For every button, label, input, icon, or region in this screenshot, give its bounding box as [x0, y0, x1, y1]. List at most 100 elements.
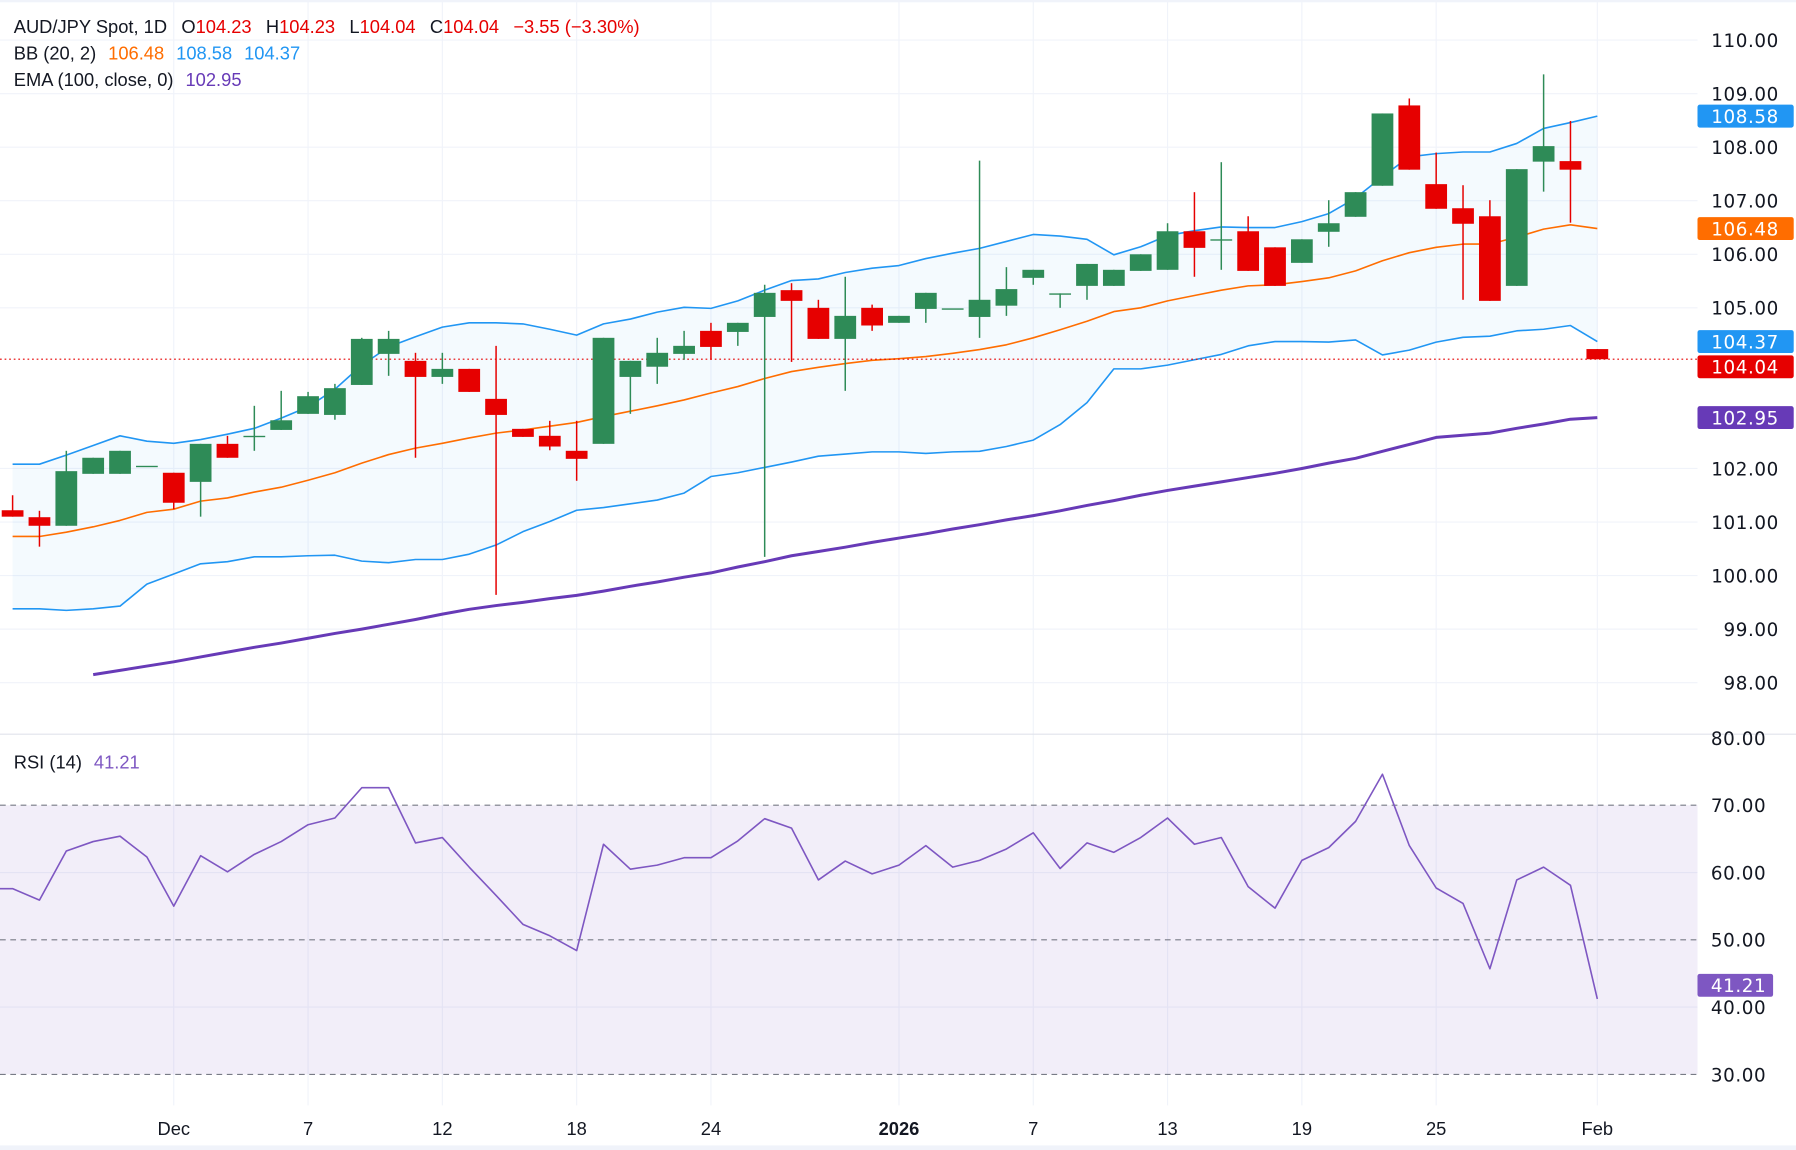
candle[interactable] [834, 276, 857, 391]
candle-body [968, 299, 991, 317]
candle[interactable] [995, 267, 1018, 316]
candle[interactable] [350, 337, 373, 385]
candle[interactable] [968, 160, 991, 338]
candle[interactable] [807, 299, 830, 339]
candle[interactable] [216, 435, 239, 458]
candle-body [861, 307, 883, 326]
candle[interactable] [1371, 113, 1394, 186]
rsi-pane[interactable] [0, 773, 1698, 1075]
bb-middle-value: 106.48 [108, 43, 164, 64]
rsi-axis[interactable]: 80.00 70.00 60.00 50.00 40.00 30.00 41.21 [1697, 729, 1774, 1086]
candle[interactable] [1183, 192, 1206, 277]
candle[interactable] [458, 368, 481, 392]
candle[interactable] [726, 322, 749, 346]
candle[interactable] [861, 304, 883, 331]
legend-ema[interactable]: EMA (100, close, 0) 102.95 [14, 69, 242, 90]
candle[interactable] [270, 390, 293, 430]
candle-body [1559, 161, 1582, 170]
candle[interactable] [1237, 216, 1260, 271]
candle[interactable] [941, 308, 964, 310]
candle[interactable] [162, 472, 185, 510]
candle[interactable] [512, 428, 534, 437]
time-tick-label: 7 [1028, 1118, 1038, 1139]
price-tag-label: 104.04 [1711, 358, 1779, 379]
candle[interactable] [538, 420, 561, 451]
legend-bb[interactable]: BB (20, 2) 106.48 108.58 104.37 [14, 43, 300, 64]
candle[interactable] [1505, 169, 1528, 286]
time-tick-label: 2026 [879, 1118, 920, 1139]
candle-body [1398, 105, 1421, 170]
candle[interactable] [1264, 247, 1286, 286]
candle[interactable] [1102, 269, 1125, 286]
candle-body [1210, 239, 1233, 241]
candle[interactable] [297, 391, 319, 414]
candle[interactable] [377, 330, 400, 376]
candle[interactable] [431, 352, 454, 384]
candle-body [243, 435, 266, 438]
candle[interactable] [1479, 200, 1501, 301]
candle-body [1344, 192, 1367, 217]
candle[interactable] [324, 383, 346, 420]
candle[interactable] [1076, 263, 1098, 300]
candle-body [753, 292, 776, 317]
candle[interactable] [485, 345, 507, 595]
candle-body [1452, 208, 1474, 224]
candle[interactable] [888, 315, 910, 323]
candle-body [646, 352, 669, 367]
candle[interactable] [1398, 98, 1421, 170]
price-pane[interactable] [0, 74, 1698, 677]
candle[interactable] [1049, 293, 1072, 308]
bb-upper-line [12, 115, 1598, 465]
candle[interactable] [189, 443, 212, 517]
candle[interactable] [1452, 185, 1474, 300]
candle[interactable] [673, 330, 695, 360]
candle-body [1129, 254, 1152, 271]
candle[interactable] [1, 495, 24, 517]
candle[interactable] [1210, 162, 1233, 270]
candle[interactable] [646, 337, 669, 384]
candle[interactable] [1156, 223, 1179, 270]
candle[interactable] [753, 284, 776, 557]
candle[interactable] [243, 405, 266, 451]
legend-main[interactable]: AUD/JPY Spot, 1D O104.23 H104.23 L104.04… [14, 16, 640, 37]
price-axis[interactable]: 110.00 109.00 108.00 107.00 106.00 105.00 102.… [1697, 31, 1794, 695]
candle-body [1049, 293, 1072, 295]
candle-body [914, 292, 937, 309]
candle[interactable] [82, 457, 105, 474]
candle[interactable] [780, 283, 803, 362]
time-axis[interactable]: Dec 7 12 18 24 2026 7 13 19 25 Feb [157, 1118, 1613, 1139]
candle[interactable] [1425, 152, 1448, 209]
candle[interactable] [619, 360, 642, 414]
candle[interactable] [404, 352, 427, 458]
candle-body [1237, 231, 1260, 271]
candle[interactable] [1022, 269, 1045, 285]
candle[interactable] [1586, 349, 1609, 360]
candle[interactable] [28, 510, 51, 547]
price-tag-label: 102.95 [1711, 408, 1779, 429]
legend: AUD/JPY Spot, 1D O104.23 H104.23 L104.04… [14, 16, 640, 772]
price-tag: 104.37 [1697, 330, 1794, 353]
candle-body [1183, 231, 1206, 248]
candle[interactable] [1317, 200, 1340, 247]
legend-rsi[interactable]: RSI (14) 41.21 [14, 752, 140, 773]
candle[interactable] [1290, 239, 1313, 263]
candle[interactable] [700, 322, 722, 360]
top-border [0, 0, 1796, 3]
candle[interactable] [1559, 120, 1582, 223]
candle-body [404, 360, 427, 377]
candle[interactable] [914, 292, 937, 323]
candle-body [377, 338, 400, 354]
candle-body [834, 315, 857, 339]
candle[interactable] [136, 465, 158, 468]
candle[interactable] [1344, 192, 1367, 217]
candle-body [350, 338, 373, 385]
candle[interactable] [1532, 74, 1555, 192]
candle[interactable] [55, 450, 78, 526]
candle[interactable] [1129, 254, 1152, 271]
candle-body [538, 435, 561, 447]
candle[interactable] [565, 420, 588, 481]
candle[interactable] [109, 450, 131, 474]
time-tick-label: 7 [303, 1118, 313, 1139]
candle[interactable] [592, 337, 615, 444]
